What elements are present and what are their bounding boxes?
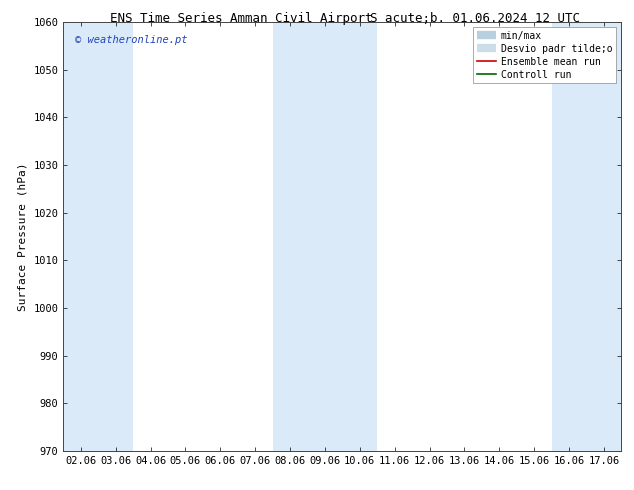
Legend: min/max, Desvio padr tilde;o, Ensemble mean run, Controll run: min/max, Desvio padr tilde;o, Ensemble m… [473,27,616,83]
Bar [552,22,634,451]
Y-axis label: Surface Pressure (hPa): Surface Pressure (hPa) [18,162,28,311]
Bar [552,22,634,451]
Bar [273,22,377,451]
Bar [63,22,133,451]
Text: S acute;b. 01.06.2024 12 UTC: S acute;b. 01.06.2024 12 UTC [370,12,581,25]
Text: © weatheronline.pt: © weatheronline.pt [75,35,187,45]
Text: ENS Time Series Amman Civil Airport: ENS Time Series Amman Civil Airport [110,12,372,25]
